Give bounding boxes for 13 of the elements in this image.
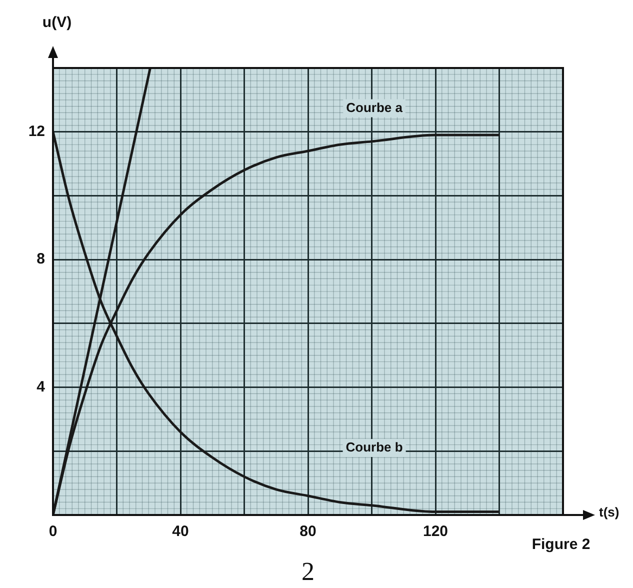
x-tick-label: 120 bbox=[422, 523, 448, 540]
y-tick-label: 4 bbox=[36, 378, 46, 396]
annotation: Courbe a bbox=[346, 100, 404, 115]
caption: Figure 2 bbox=[532, 536, 590, 554]
x-tick-label: 80 bbox=[300, 523, 316, 540]
annotation: Courbe b bbox=[346, 440, 403, 455]
text: 2 bbox=[302, 556, 314, 586]
y-tick-label: 8 bbox=[36, 250, 45, 268]
x-axis-title: t(s) bbox=[599, 504, 620, 520]
y-axis-title: u(V) bbox=[42, 14, 72, 32]
x-tick-label: 0 bbox=[48, 523, 58, 540]
x-tick-label: 40 bbox=[172, 523, 189, 540]
y-tick-label: 12 bbox=[28, 123, 45, 140]
